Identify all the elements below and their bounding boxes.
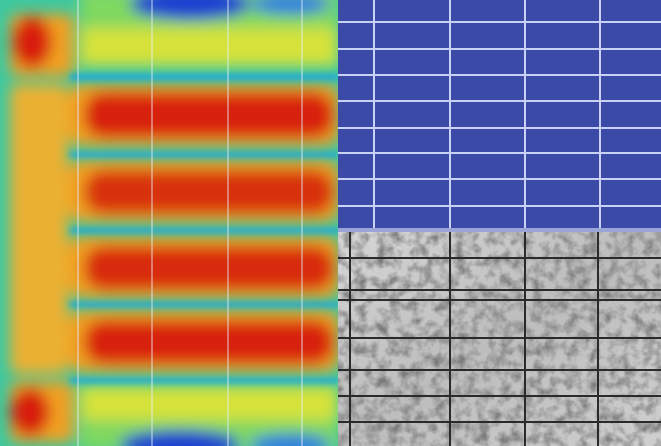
image-composite [0, 0, 661, 446]
el-image [338, 232, 661, 446]
heat-map [0, 0, 340, 446]
cell-edge [338, 228, 661, 232]
cell-surface [338, 0, 661, 232]
page [0, 0, 661, 446]
blue-cell [338, 0, 661, 232]
